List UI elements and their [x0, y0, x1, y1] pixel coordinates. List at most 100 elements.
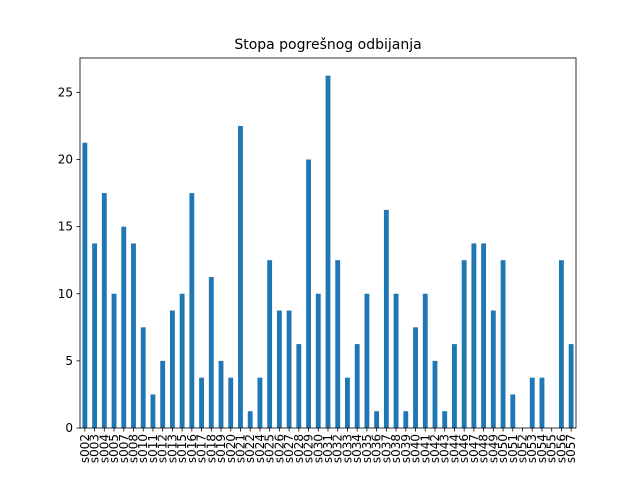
x-tick-label-s008: s008 — [126, 434, 140, 463]
bar-s013 — [169, 310, 175, 428]
bar-s012 — [160, 360, 166, 428]
bar-s033 — [345, 377, 350, 428]
bar-s015 — [179, 293, 185, 428]
x-tick-label-s005: s005 — [107, 434, 121, 463]
x-tick-label-s016: s016 — [185, 434, 199, 463]
x-tick-label-s030: s030 — [311, 434, 325, 463]
bar-s051 — [510, 394, 516, 428]
bar-s040 — [413, 327, 418, 428]
x-tick-label-s050: s050 — [496, 434, 510, 463]
x-tick-label-s034: s034 — [350, 434, 364, 463]
bar-s031 — [325, 75, 331, 429]
bar-s044 — [452, 344, 457, 428]
bar-s039 — [403, 411, 409, 428]
x-tick-label-s038: s038 — [389, 434, 403, 463]
bar-s057 — [568, 344, 574, 428]
x-tick-label-s010: s010 — [136, 434, 150, 463]
x-tick-label-s003: s003 — [88, 434, 102, 463]
x-tick-label-s054: s054 — [535, 434, 549, 463]
x-tick-label-s055: s055 — [545, 434, 559, 463]
bar-s024 — [257, 377, 263, 428]
y-tick-label-25: 25 — [58, 85, 73, 99]
bar-s022 — [247, 411, 253, 428]
bar-s005 — [111, 293, 117, 428]
x-tick-label-s056: s056 — [554, 434, 568, 463]
x-tick-label-s015: s015 — [175, 434, 189, 463]
bar-s048 — [481, 243, 487, 428]
y-tick-label-20: 20 — [58, 153, 73, 167]
plot-frame — [79, 57, 577, 429]
x-axis: s002s003s004s005s007s008s010s011s012s013… — [78, 428, 578, 463]
x-tick-label-s022: s022 — [243, 434, 257, 463]
y-tick-label-15: 15 — [58, 220, 73, 234]
x-tick-label-s049: s049 — [486, 434, 500, 463]
x-tick-label-s011: s011 — [146, 434, 160, 463]
bar-s042 — [432, 360, 438, 428]
x-tick-label-s024: s024 — [253, 434, 267, 463]
x-tick-label-s028: s028 — [292, 434, 306, 463]
x-tick-label-s046: s046 — [457, 434, 471, 463]
bar-s016 — [189, 193, 195, 428]
x-tick-label-s033: s033 — [340, 434, 354, 463]
chart-title: Stopa pogrešnog odbijanja — [234, 37, 421, 53]
bar-s011 — [150, 394, 156, 428]
bar-s035 — [364, 293, 370, 428]
bar-s054 — [539, 377, 545, 428]
bar-s043 — [442, 411, 448, 428]
y-axis: 0 5 10 15 20 25 — [58, 85, 80, 435]
x-tick-label-s039: s039 — [399, 434, 413, 463]
bar-s047 — [471, 243, 477, 428]
x-tick-label-s047: s047 — [467, 434, 481, 463]
x-tick-label-s017: s017 — [195, 434, 209, 463]
bar-s037 — [383, 209, 389, 428]
x-tick-label-s035: s035 — [360, 434, 374, 463]
x-tick-label-s043: s043 — [438, 434, 452, 463]
x-tick-label-s053: s053 — [525, 434, 539, 463]
x-tick-label-s013: s013 — [165, 434, 179, 463]
y-tick-label-10: 10 — [58, 287, 73, 301]
bar-s003 — [92, 243, 98, 428]
x-tick-label-s051: s051 — [506, 434, 520, 463]
x-tick-label-s036: s036 — [370, 434, 384, 463]
y-tick-label-5: 5 — [65, 354, 73, 368]
x-tick-label-s012: s012 — [156, 434, 170, 463]
x-tick-label-s042: s042 — [428, 434, 442, 463]
x-tick-label-s052: s052 — [516, 434, 530, 463]
x-tick-label-s037: s037 — [379, 434, 393, 463]
bar-s018 — [208, 276, 214, 428]
x-tick-label-s048: s048 — [477, 434, 491, 463]
bar-s032 — [335, 260, 341, 428]
x-tick-label-s032: s032 — [331, 434, 345, 463]
x-tick-label-s025: s025 — [263, 434, 277, 463]
bars-layer — [82, 75, 574, 429]
bar-s046 — [461, 260, 467, 428]
bar-s030 — [315, 293, 321, 428]
bar-s027 — [286, 310, 292, 428]
x-tick-label-s041: s041 — [418, 434, 432, 463]
bar-s038 — [393, 293, 399, 428]
bar-s004 — [101, 193, 107, 428]
x-tick-label-s007: s007 — [117, 434, 131, 463]
x-tick-label-s004: s004 — [97, 434, 111, 463]
bar-s041 — [422, 293, 428, 428]
bar-s019 — [218, 360, 224, 428]
bar-s026 — [276, 310, 282, 428]
x-tick-label-s031: s031 — [321, 434, 335, 463]
x-tick-label-s029: s029 — [302, 434, 316, 463]
x-tick-label-s020: s020 — [224, 434, 238, 463]
bar-s021 — [238, 125, 243, 429]
x-tick-label-s021: s021 — [233, 434, 247, 463]
bar-s008 — [131, 243, 136, 428]
bar-s020 — [228, 377, 234, 428]
bar-s049 — [490, 310, 496, 428]
x-tick-label-s002: s002 — [78, 434, 92, 463]
x-tick-label-s044: s044 — [447, 434, 461, 463]
bar-s028 — [296, 344, 302, 428]
x-tick-label-s057: s057 — [564, 434, 578, 463]
bar-s025 — [267, 260, 273, 428]
x-tick-label-s019: s019 — [214, 434, 228, 463]
x-tick-label-s018: s018 — [204, 434, 218, 463]
bar-s010 — [140, 327, 146, 428]
